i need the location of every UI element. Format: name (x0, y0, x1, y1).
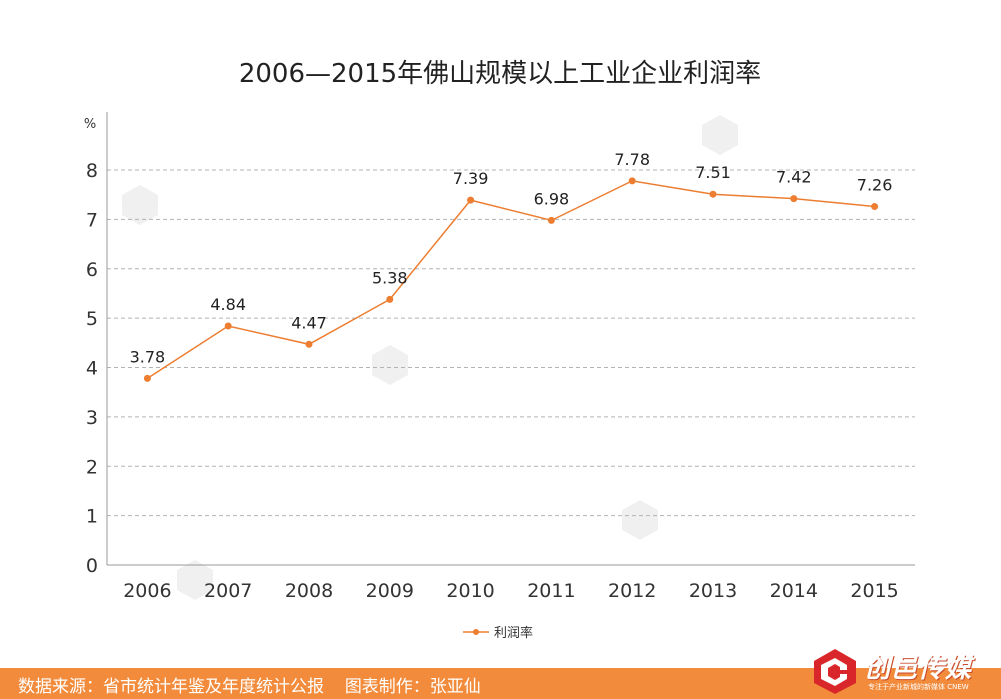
data-point (467, 196, 475, 204)
footer-text: 数据来源：省市统计年鉴及年度统计公报 图表制作：张亚仙 (18, 672, 481, 697)
data-label: 7.39 (453, 169, 489, 188)
chart-author: 图表制作：张亚仙 (344, 677, 481, 697)
legend-marker (473, 629, 479, 635)
x-tick-label: 2006 (123, 580, 171, 602)
x-tick-label: 2008 (285, 580, 333, 602)
x-tick-labels: 2006 2007 2008 2009 2010 2011 2012 2013 2014 2015 (123, 580, 899, 602)
y-tick-label: 8 (86, 160, 98, 182)
y-tick-label: 7 (86, 209, 98, 231)
watermark-logo-icon (122, 185, 158, 225)
data-point (386, 295, 394, 303)
data-point (790, 195, 798, 203)
watermark-logo-icon (622, 500, 658, 540)
legend[interactable]: 利润率 (463, 625, 533, 641)
chart-title: 2006—2015年佛山规模以上工业企业利润率 (239, 59, 761, 89)
logo-wordmark: 创邑传媒 (864, 654, 973, 684)
data-label: 7.42 (776, 168, 812, 187)
data-label: 4.84 (210, 295, 246, 314)
x-tick-label: 2012 (608, 580, 656, 602)
series-line (146, 180, 875, 379)
y-tick-label: 4 (86, 358, 98, 380)
data-label: 5.38 (372, 268, 408, 287)
data-point (871, 203, 879, 211)
data-label: 6.98 (534, 189, 570, 208)
x-tick-label: 2010 (446, 580, 494, 602)
watermark-logo-icon (372, 345, 408, 385)
y-tick-labels: 0 1 2 3 4 5 6 7 8 (86, 160, 98, 577)
data-point (709, 190, 717, 198)
data-label: 4.47 (291, 313, 327, 332)
watermark-logo-icon (177, 560, 213, 600)
y-tick-label: 6 (86, 259, 98, 281)
y-tick-label: 5 (86, 308, 98, 330)
watermark-logo-icon (702, 115, 738, 155)
y-tick-label: 2 (86, 456, 98, 478)
series-lines (146, 180, 875, 379)
x-tick-label: 2015 (850, 580, 898, 602)
line-chart: 2006—2015年佛山规模以上工业企业利润率 % 0 1 2 3 4 5 6 7 8 2006… (84, 59, 915, 641)
x-tick-label: 2014 (770, 580, 818, 602)
watermark-layer (122, 115, 738, 600)
y-tick-label: 1 (86, 506, 98, 528)
logo-mark-icon (814, 649, 856, 694)
x-tick-label: 2009 (366, 580, 414, 602)
data-label: 7.78 (614, 150, 650, 169)
data-point (547, 216, 555, 224)
data-points (143, 177, 879, 382)
y-tick-label: 3 (86, 407, 98, 429)
gridlines (107, 169, 915, 517)
logo-slogan: 专注于产业新城的新媒体 CNEW (868, 683, 969, 691)
brand-logo: 创邑传媒 专注于产业新城的新媒体 CNEW (810, 646, 995, 696)
data-point (143, 374, 151, 382)
y-axis-unit: % (84, 117, 96, 132)
data-label: 3.78 (130, 347, 166, 366)
data-labels: 3.78 4.84 4.47 5.38 7.39 6.98 7.78 7.51 7.42 7.26 (130, 150, 893, 366)
data-label: 7.26 (857, 176, 893, 195)
x-tick-label: 2011 (527, 580, 575, 602)
axes (106, 112, 915, 566)
x-tick-label: 2013 (689, 580, 737, 602)
data-point (628, 177, 636, 185)
legend-label: 利润率 (494, 625, 533, 641)
y-tick-label: 0 (86, 555, 98, 577)
x-tick-label: 2007 (204, 580, 252, 602)
data-source: 数据来源：省市统计年鉴及年度统计公报 (18, 677, 324, 697)
data-label: 7.51 (695, 163, 731, 182)
data-point (305, 340, 313, 348)
data-point (224, 322, 232, 330)
